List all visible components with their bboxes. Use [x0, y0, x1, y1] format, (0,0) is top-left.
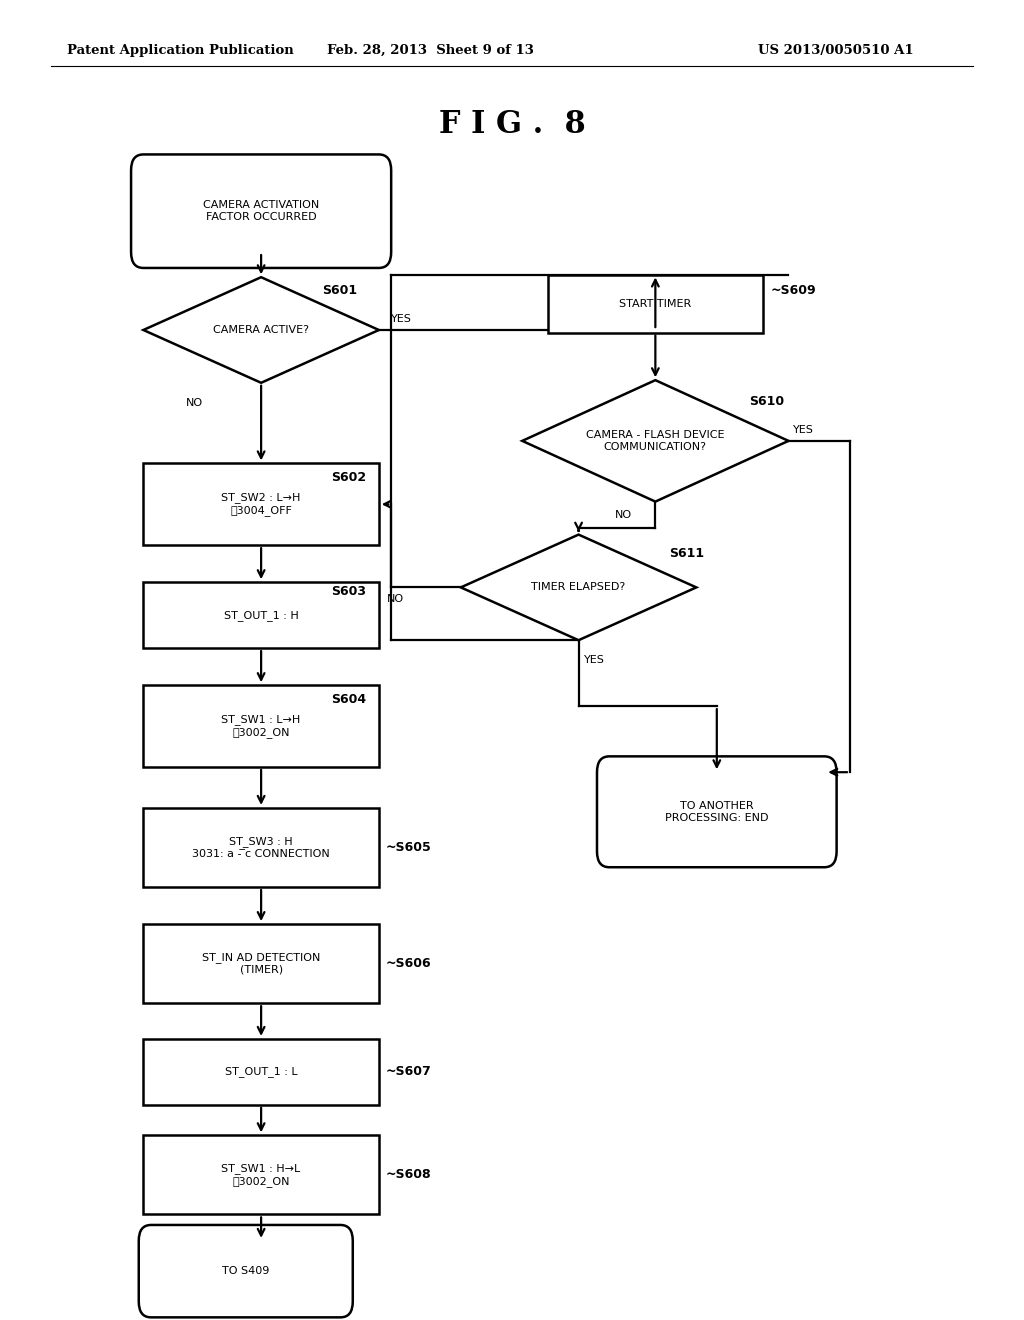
Text: ST_SW2 : L→H
　3004_OFF: ST_SW2 : L→H 3004_OFF [221, 492, 301, 516]
Text: S602: S602 [331, 471, 366, 484]
Text: YES: YES [584, 655, 604, 665]
Polygon shape [461, 535, 696, 640]
Polygon shape [522, 380, 788, 502]
Bar [143, 1039, 379, 1105]
Text: ST_SW1 : H→L
　3002_ON: ST_SW1 : H→L 3002_ON [221, 1163, 301, 1187]
Text: S604: S604 [331, 693, 366, 706]
Text: ST_IN AD DETECTION
(TIMER): ST_IN AD DETECTION (TIMER) [202, 952, 321, 975]
Text: ~S609: ~S609 [771, 284, 817, 297]
Text: CAMERA ACTIVATION
FACTOR OCCURRED: CAMERA ACTIVATION FACTOR OCCURRED [203, 201, 319, 222]
Text: ~S607: ~S607 [386, 1065, 432, 1078]
Text: ST_OUT_1 : H: ST_OUT_1 : H [224, 610, 298, 620]
Text: TIMER ELAPSED?: TIMER ELAPSED? [531, 582, 626, 593]
Bar [143, 1135, 379, 1214]
Text: YES: YES [391, 314, 412, 325]
Bar [143, 463, 379, 545]
Text: Patent Application Publication: Patent Application Publication [67, 44, 293, 57]
Bar [143, 685, 379, 767]
Text: Feb. 28, 2013  Sheet 9 of 13: Feb. 28, 2013 Sheet 9 of 13 [327, 44, 534, 57]
Bar [143, 808, 379, 887]
Bar [143, 924, 379, 1003]
Text: TO ANOTHER
PROCESSING: END: TO ANOTHER PROCESSING: END [665, 801, 769, 822]
Text: S601: S601 [323, 284, 357, 297]
Text: START TIMER: START TIMER [620, 298, 691, 309]
Text: NO: NO [185, 397, 203, 408]
Text: TO S409: TO S409 [222, 1266, 269, 1276]
FancyBboxPatch shape [131, 154, 391, 268]
Text: S603: S603 [331, 585, 366, 598]
FancyBboxPatch shape [138, 1225, 352, 1317]
Text: S610: S610 [750, 395, 784, 408]
Text: S611: S611 [669, 546, 703, 560]
Text: ST_SW3 : H
3031: a - ̅c CONNECTION: ST_SW3 : H 3031: a - ̅c CONNECTION [193, 836, 330, 859]
Text: ~S608: ~S608 [386, 1168, 432, 1181]
Text: CAMERA ACTIVE?: CAMERA ACTIVE? [213, 325, 309, 335]
Text: ~S605: ~S605 [386, 841, 432, 854]
Bar [548, 275, 763, 333]
Text: US 2013/0050510 A1: US 2013/0050510 A1 [758, 44, 913, 57]
Text: CAMERA - FLASH DEVICE
COMMUNICATION?: CAMERA - FLASH DEVICE COMMUNICATION? [586, 430, 725, 451]
FancyBboxPatch shape [597, 756, 837, 867]
Text: ~S606: ~S606 [386, 957, 432, 970]
Text: NO: NO [614, 510, 632, 520]
Text: YES: YES [793, 425, 813, 436]
Text: ST_SW1 : L→H
　3002_ON: ST_SW1 : L→H 3002_ON [221, 714, 301, 738]
Text: F I G .  8: F I G . 8 [438, 108, 586, 140]
Polygon shape [143, 277, 379, 383]
Bar [143, 582, 379, 648]
Text: ST_OUT_1 : L: ST_OUT_1 : L [225, 1067, 297, 1077]
Text: NO: NO [387, 594, 404, 605]
